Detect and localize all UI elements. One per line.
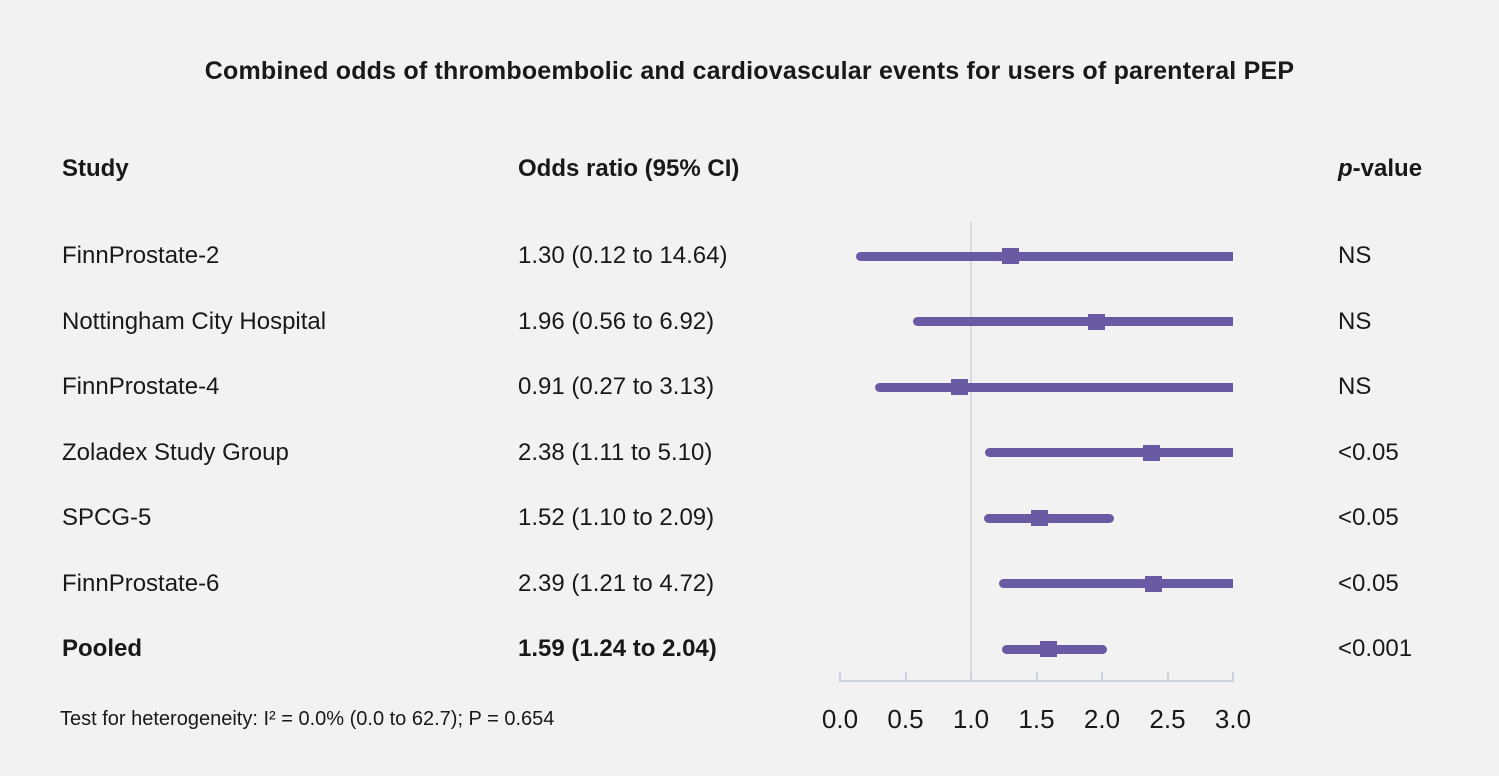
x-axis-tick-label: 3.0 bbox=[1214, 704, 1252, 734]
x-axis-tick-label: 1.0 bbox=[952, 704, 990, 734]
odds-ratio-marker bbox=[1030, 510, 1048, 526]
odds-ratio-value: 0.91 (0.27 to 3.13) bbox=[518, 373, 715, 400]
study-name: FinnProstate-6 bbox=[62, 569, 220, 597]
chart-title: Combined odds of thromboembolic and card… bbox=[204, 57, 1295, 85]
x-axis-tick bbox=[904, 672, 907, 680]
p-value-rest: -value bbox=[1352, 155, 1423, 182]
x-axis-tick bbox=[1166, 672, 1169, 680]
x-axis-tick-label: 1.5 bbox=[1018, 704, 1055, 734]
x-axis-tick-label: 2.0 bbox=[1083, 704, 1121, 734]
odds-ratio-marker bbox=[1001, 248, 1019, 264]
confidence-interval-bar bbox=[998, 579, 1233, 588]
p-value: <0.05 bbox=[1338, 569, 1399, 597]
p-value: <0.05 bbox=[1338, 438, 1399, 466]
column-header-study: Study bbox=[62, 155, 129, 182]
p-value: NS bbox=[1338, 242, 1372, 269]
column-header-odds-ratio: Odds ratio (95% CI) bbox=[518, 155, 740, 182]
study-name: Pooled bbox=[62, 635, 143, 662]
odds-ratio-marker bbox=[1039, 641, 1057, 657]
odds-ratio-value: 2.39 (1.21 to 4.72) bbox=[518, 569, 715, 597]
p-value-italic-p: p bbox=[1338, 155, 1353, 182]
study-name: FinnProstate-4 bbox=[62, 373, 220, 400]
reference-line bbox=[970, 222, 972, 682]
p-value: NS bbox=[1338, 373, 1372, 400]
x-axis-tick bbox=[1232, 672, 1234, 680]
confidence-interval-bar bbox=[985, 448, 1233, 457]
x-axis-tick-label: 0.0 bbox=[821, 704, 859, 734]
study-name: FinnProstate-2 bbox=[62, 242, 220, 269]
x-axis-line bbox=[839, 680, 1234, 682]
odds-ratio-marker bbox=[1088, 313, 1106, 330]
x-axis-tick bbox=[839, 672, 841, 680]
p-value: NS bbox=[1338, 307, 1372, 335]
odds-ratio-marker bbox=[1144, 575, 1162, 592]
x-axis-tick bbox=[970, 672, 972, 680]
x-axis-tick-label: 2.5 bbox=[1149, 704, 1186, 734]
heterogeneity-note: Test for heterogeneity: I² = 0.0% (0.0 t… bbox=[60, 708, 555, 730]
x-axis-tick bbox=[1035, 672, 1038, 680]
confidence-interval-bar bbox=[875, 382, 1233, 392]
study-name: Zoladex Study Group bbox=[62, 438, 289, 466]
odds-ratio-value: 2.38 (1.11 to 5.10) bbox=[518, 438, 713, 466]
study-name: SPCG-5 bbox=[62, 504, 152, 531]
odds-ratio-marker bbox=[950, 379, 968, 395]
x-axis-tick-label: 0.5 bbox=[887, 704, 924, 734]
column-header-p-value: p-value bbox=[1338, 153, 1422, 185]
confidence-interval-bar bbox=[984, 513, 1114, 523]
confidence-interval-bar bbox=[913, 317, 1233, 326]
odds-ratio-value: 1.30 (0.12 to 14.64) bbox=[518, 242, 728, 269]
odds-ratio-value: 1.59 (1.24 to 2.04) bbox=[518, 635, 717, 662]
odds-ratio-marker bbox=[1143, 444, 1161, 461]
odds-ratio-value: 1.52 (1.10 to 2.09) bbox=[518, 504, 715, 531]
study-name: Nottingham City Hospital bbox=[62, 307, 327, 335]
x-axis-tick bbox=[1101, 672, 1103, 680]
odds-ratio-value: 1.96 (0.56 to 6.92) bbox=[518, 307, 715, 335]
p-value: <0.05 bbox=[1338, 504, 1399, 531]
confidence-interval-bar bbox=[855, 251, 1233, 261]
p-value: <0.001 bbox=[1338, 635, 1413, 662]
